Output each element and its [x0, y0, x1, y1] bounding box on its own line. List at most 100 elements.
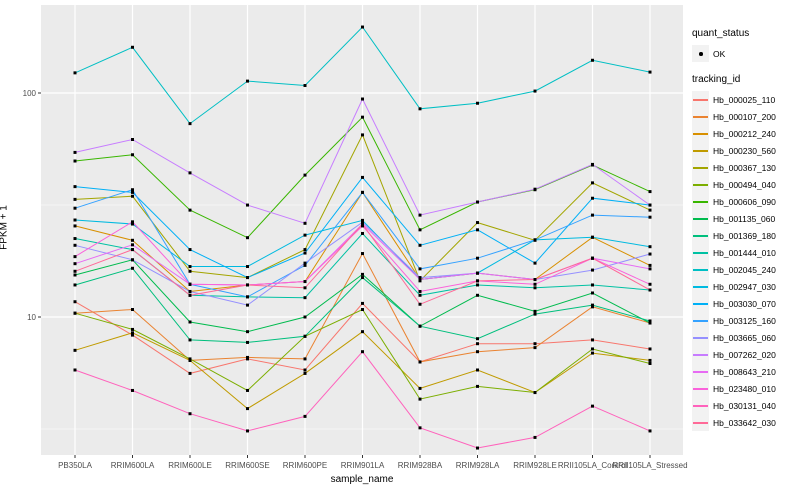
data-point	[361, 175, 364, 179]
data-point	[188, 338, 192, 342]
data-point	[188, 122, 192, 126]
data-point	[418, 386, 422, 390]
legend-entry: Hb_003125_160	[692, 312, 798, 329]
data-point	[418, 213, 422, 217]
legend-entry: Hb_000606_090	[692, 193, 798, 210]
data-point	[476, 101, 479, 105]
data-point	[188, 208, 192, 212]
data-point	[73, 185, 77, 189]
data-point	[131, 327, 134, 331]
data-point	[361, 301, 364, 305]
data-point	[361, 218, 364, 222]
legend-line-icon	[693, 388, 708, 390]
legend-entry: Hb_030131_040	[692, 397, 798, 414]
data-point	[648, 190, 652, 194]
legend-entry: Hb_033642_030	[692, 414, 798, 431]
data-point	[361, 133, 364, 137]
data-point	[418, 243, 422, 247]
legend-line-icon	[693, 150, 708, 152]
legend-line-icon	[693, 99, 708, 101]
data-point	[246, 283, 249, 287]
legend-key-swatch	[692, 380, 709, 397]
data-point	[361, 222, 364, 226]
data-point	[246, 295, 249, 299]
x-tick-label: RRII105LA_Stressed	[612, 461, 687, 470]
legend-entry-label: Hb_000367_130	[713, 162, 776, 173]
legend-entry-label: Hb_002045_240	[713, 264, 776, 275]
legend-entry: Hb_000367_130	[692, 159, 798, 176]
data-point	[73, 262, 77, 266]
data-point	[131, 220, 134, 224]
legend-entry: Hb_003665_060	[692, 329, 798, 346]
legend-line-icon	[693, 303, 708, 305]
legend-entry: Hb_000212_240	[692, 125, 798, 142]
data-point	[188, 289, 192, 293]
legend-line-icon	[693, 218, 708, 220]
data-point	[361, 330, 364, 334]
data-point	[188, 171, 192, 175]
data-point	[476, 350, 479, 354]
data-point	[418, 276, 422, 280]
data-point	[361, 220, 364, 224]
legend-entry-label: Hb_003125_160	[713, 315, 776, 326]
data-point	[591, 256, 594, 260]
data-point	[303, 221, 307, 225]
legend-panel: quant_status OK tracking_id Hb_000025_11…	[692, 28, 798, 431]
data-point	[73, 269, 77, 273]
legend-entry: Hb_002045_240	[692, 261, 798, 278]
x-tick-label: RRII105LA_Control	[558, 461, 628, 470]
legend-key-swatch	[692, 125, 709, 142]
legend-key-swatch	[692, 346, 709, 363]
data-point	[476, 337, 479, 341]
legend-line-icon	[693, 116, 708, 118]
data-point	[303, 357, 307, 361]
data-point	[73, 368, 77, 372]
legend-line-icon	[693, 371, 708, 373]
data-point	[533, 312, 537, 316]
x-tick-label: RRIM600PE	[283, 461, 327, 470]
data-point	[533, 261, 537, 265]
legend-line-icon	[693, 235, 708, 237]
data-point	[131, 243, 134, 247]
data-point	[303, 315, 307, 319]
data-point	[476, 283, 479, 287]
legend-key-swatch	[692, 142, 709, 159]
data-point	[533, 89, 537, 93]
legend-line-icon	[693, 252, 708, 254]
legend-line-icon	[693, 337, 708, 339]
data-point	[591, 347, 594, 351]
data-point	[648, 252, 652, 256]
data-point	[188, 371, 192, 375]
data-point	[131, 388, 134, 392]
data-point	[533, 346, 537, 350]
data-point	[648, 358, 652, 362]
data-point	[188, 248, 192, 252]
data-point	[418, 324, 422, 328]
data-point	[188, 357, 192, 361]
data-point	[591, 213, 594, 217]
data-point	[361, 224, 364, 228]
data-point	[131, 248, 134, 252]
legend-key-swatch	[692, 414, 709, 431]
legend-entry: Hb_000025_110	[692, 91, 798, 108]
data-point	[131, 333, 134, 337]
data-point	[533, 286, 537, 290]
data-point	[131, 222, 134, 226]
data-point	[361, 97, 364, 101]
data-point	[246, 276, 249, 280]
legend-entry: Hb_000107_200	[692, 108, 798, 125]
legend-key-swatch	[692, 227, 709, 244]
data-point	[131, 308, 134, 312]
data-point	[591, 196, 594, 200]
data-point	[533, 342, 537, 346]
legend-entry: Hb_001444_010	[692, 244, 798, 261]
data-point	[131, 138, 134, 142]
data-point	[303, 248, 307, 252]
data-point	[246, 407, 249, 411]
data-point	[591, 404, 594, 408]
data-point	[476, 446, 479, 450]
data-point	[648, 203, 652, 207]
legend-entry: Hb_002947_030	[692, 278, 798, 295]
data-point	[303, 84, 307, 88]
